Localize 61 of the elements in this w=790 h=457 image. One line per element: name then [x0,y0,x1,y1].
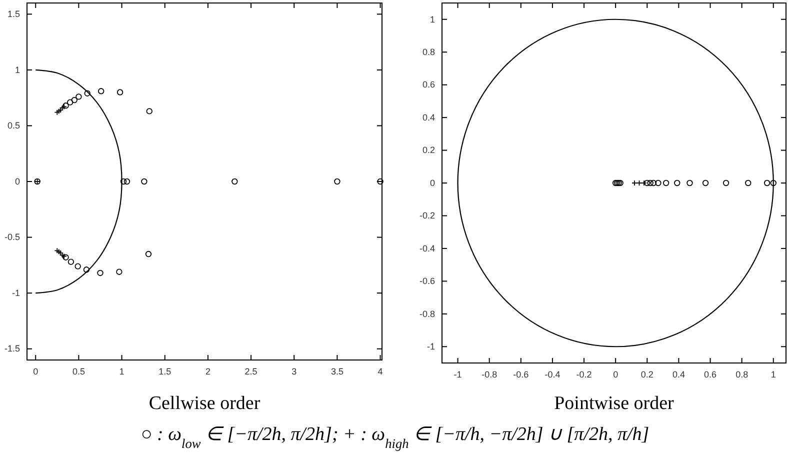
y-tick-label: 0 [430,178,435,188]
x-tick-label: -0.2 [576,369,592,380]
point [76,94,82,100]
x-tick-label: 0.2 [640,369,654,380]
point [84,90,90,96]
y-tick-label: 0.6 [422,80,435,90]
y-tick-label: 1 [430,14,435,24]
y-tick-label: -0.8 [419,308,435,319]
point [146,108,152,114]
point [98,88,104,94]
x-tick-label: 0 [613,369,618,380]
x-axis-title: Pointwise order [554,393,675,414]
point [377,178,384,185]
y-tick-label: 1 [14,64,20,75]
x-tick-label: 0.6 [704,369,717,380]
x-tick-label: -1 [454,369,462,380]
point [141,178,148,185]
x-tick-label: -0.6 [513,369,529,380]
point [71,96,78,104]
point [74,263,81,270]
y-tick-label: -0.2 [419,210,435,221]
x-axis-title: Cellwise order [148,393,261,414]
x-tick-label: 3 [292,366,297,376]
y-tick-label: -0.4 [419,243,435,254]
point [66,99,74,106]
x-tick-label: 1 [119,366,124,376]
x-tick-label: 2 [205,366,210,376]
y-tick-label: -1.5 [4,344,20,354]
x-tick-label: 0.8 [736,369,748,380]
point [145,250,152,258]
point [232,178,238,185]
x-tick-label: 4 [378,366,383,376]
x-tick-label: -0.8 [482,369,498,380]
point [116,268,122,275]
y-tick-label: 0 [14,176,20,186]
x-tick-label: 2.5 [244,366,258,376]
y-tick-label: -1 [426,342,435,352]
x-tick-label: 1.5 [158,366,172,376]
y-tick-label: -1 [12,288,20,298]
y-tick-label: -0.5 [4,232,20,242]
point [116,89,124,96]
y-tick-label: 0.2 [422,145,435,156]
point [334,178,340,185]
y-tick-label: -0.6 [419,276,435,286]
x-tick-label: 0 [33,366,38,376]
y-tick-label: 0.8 [422,46,435,57]
x-tick-label: -0.4 [544,369,560,380]
point [68,258,74,265]
x-tick-label: 3.5 [330,366,344,376]
text: ○ : ω$_{low}$ ∈ [−π/2h, π/2h]; + : ω$_{high}$ ∈ [−π/h, −π/2h] ∪ [π/2h, π/h] [140,424,650,450]
point [62,102,69,109]
point [120,178,127,185]
point [97,270,104,276]
y-tick-label: 1.5 [7,9,20,20]
point [83,266,90,273]
x-tick-label: 0.5 [72,366,85,376]
x-tick-label: 1 [770,369,776,380]
x-tick-label: 0.4 [672,369,685,380]
y-tick-label: 0.5 [7,120,20,131]
point [124,178,130,185]
y-tick-label: 0.4 [422,112,435,122]
